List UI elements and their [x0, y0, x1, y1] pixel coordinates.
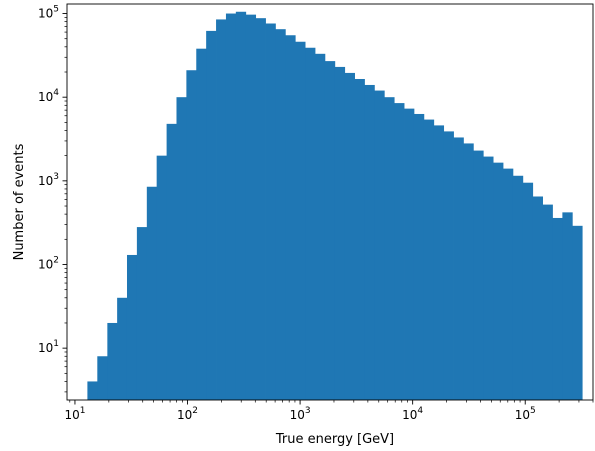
histogram-bar	[87, 381, 98, 400]
histogram-bar	[225, 13, 237, 401]
histogram-bar	[522, 182, 534, 400]
histogram-bar	[295, 41, 306, 400]
histogram-bar	[315, 53, 326, 400]
y-tick-label: 105	[38, 5, 59, 21]
x-axis-ticks: 101 102 103 104 105	[64, 400, 594, 422]
histogram-bar	[394, 103, 405, 400]
histogram-bar	[285, 35, 296, 400]
histogram-bar	[166, 123, 177, 400]
histogram-bar	[433, 125, 445, 401]
histogram-bar	[255, 18, 266, 401]
histogram-bars	[87, 11, 583, 401]
histogram-bar	[305, 47, 316, 400]
histogram-bar	[235, 11, 247, 400]
y-tick-label: 101	[38, 339, 59, 355]
x-tick-label: 102	[177, 406, 198, 422]
x-tick-label: 105	[515, 406, 536, 422]
histogram-bar	[334, 66, 346, 401]
plot-frame	[66, 3, 594, 401]
y-axis-ticks: 101 102 103 104 105	[38, 5, 67, 393]
y-tick-label: 102	[38, 255, 59, 271]
histogram-bar	[117, 297, 128, 400]
histogram-bar	[473, 150, 484, 400]
histogram-bar	[344, 72, 355, 401]
histogram-bar	[364, 84, 375, 400]
histogram-bar	[423, 119, 435, 400]
histogram-bar	[216, 19, 227, 401]
histogram-bar	[404, 108, 415, 401]
x-tick-label: 104	[402, 406, 423, 422]
histogram-bar	[532, 196, 543, 400]
y-tick-label: 104	[38, 88, 59, 104]
y-tick-label: 103	[38, 172, 59, 188]
histogram-bar	[156, 155, 168, 400]
histogram-bar	[443, 131, 454, 400]
histogram-bar	[453, 137, 464, 401]
histogram-bar	[572, 225, 583, 400]
histogram-bar	[265, 23, 276, 401]
histogram-bar	[136, 227, 148, 400]
x-tick-label: 103	[290, 406, 311, 422]
histogram-bar	[483, 156, 494, 400]
histogram-bar	[275, 29, 286, 400]
histogram-bar	[562, 212, 573, 400]
x-tick-label: 101	[64, 406, 85, 422]
histogram-bar	[206, 30, 217, 400]
histogram-bar	[512, 175, 524, 400]
histogram-bar	[97, 356, 108, 400]
histogram-bar	[463, 143, 474, 400]
histogram-bar	[374, 90, 385, 401]
histogram-bar	[324, 61, 336, 401]
histogram-bar	[245, 14, 257, 401]
histogram-bar	[384, 97, 395, 401]
histogram-bar	[196, 48, 207, 401]
histogram-bar	[503, 168, 514, 400]
histogram-bar	[354, 78, 365, 401]
histogram-bar	[552, 217, 563, 400]
histogram-bar	[146, 186, 158, 400]
histogram-bar	[176, 97, 187, 401]
histogram-bar	[107, 322, 118, 400]
histogram-bar	[413, 113, 425, 401]
histogram-bar	[493, 162, 504, 400]
histogram-bar	[542, 204, 553, 400]
y-axis-label: Number of events	[12, 143, 27, 260]
x-axis-label: True energy [GeV]	[275, 432, 394, 447]
histogram-bar	[126, 254, 138, 400]
histogram-bar	[186, 70, 197, 400]
